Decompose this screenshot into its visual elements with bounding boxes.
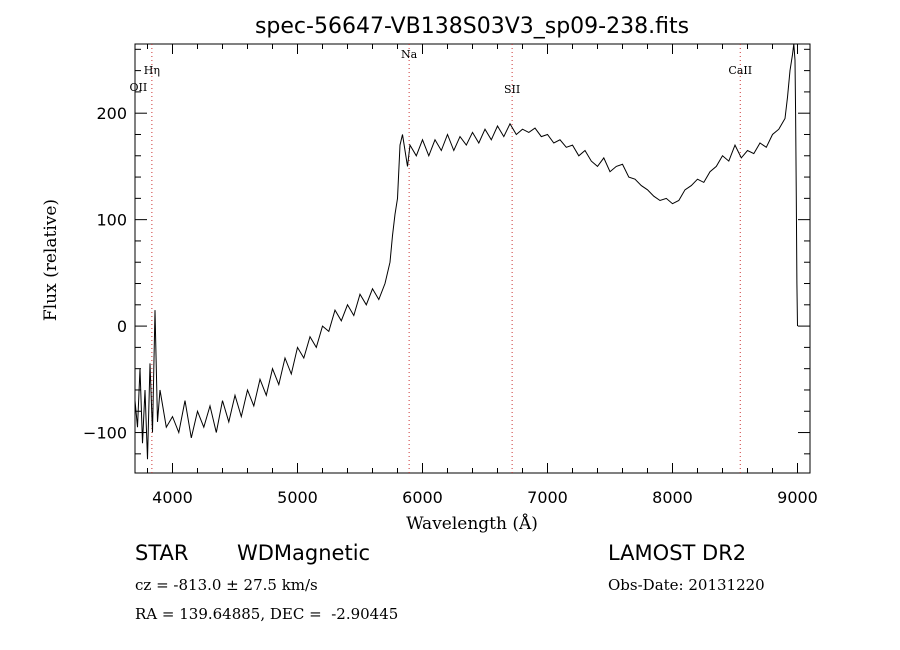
x-tick-label: 6000 <box>402 488 443 507</box>
plot-area <box>134 43 811 474</box>
line-markers: Hη OII Na SII CaII <box>130 44 752 473</box>
survey-name: LAMOST DR2 <box>608 541 747 565</box>
spectrum-series <box>134 43 798 460</box>
object-class: STAR <box>135 541 189 565</box>
marker-label: Na <box>401 48 418 61</box>
y-tick-label: −100 <box>83 424 127 443</box>
axis-ticks: 4000 5000 6000 7000 8000 9000 −100 0 100 200 <box>83 44 818 507</box>
spectrum-line <box>134 43 798 460</box>
y-axis-label: Flux (relative) <box>41 199 61 321</box>
marker-label: OII <box>130 81 148 94</box>
y-tick-label: 200 <box>96 104 127 123</box>
redshift-value: cz = -813.0 ± 27.5 km/s <box>135 576 318 594</box>
y-tick-label: 0 <box>117 317 127 336</box>
x-tick-label: 9000 <box>777 488 818 507</box>
marker-label: Hη <box>144 64 160 77</box>
chart-title: spec-56647-VB138S03V3_sp09-238.fits <box>255 14 689 39</box>
observation-date: Obs-Date: 20131220 <box>608 576 765 594</box>
x-tick-label: 5000 <box>277 488 318 507</box>
plot-border <box>134 43 811 474</box>
object-subclass: WDMagnetic <box>237 541 371 565</box>
y-tick-label: 100 <box>96 211 127 230</box>
x-tick-label: 4000 <box>152 488 193 507</box>
marker-label: SII <box>504 83 520 96</box>
x-axis-label: Wavelength (Å) <box>406 513 538 534</box>
marker-label: CaII <box>728 64 752 77</box>
coordinates: RA = 139.64885, DEC = -2.90445 <box>135 605 399 623</box>
x-tick-label: 8000 <box>652 488 693 507</box>
x-tick-label: 7000 <box>527 488 568 507</box>
